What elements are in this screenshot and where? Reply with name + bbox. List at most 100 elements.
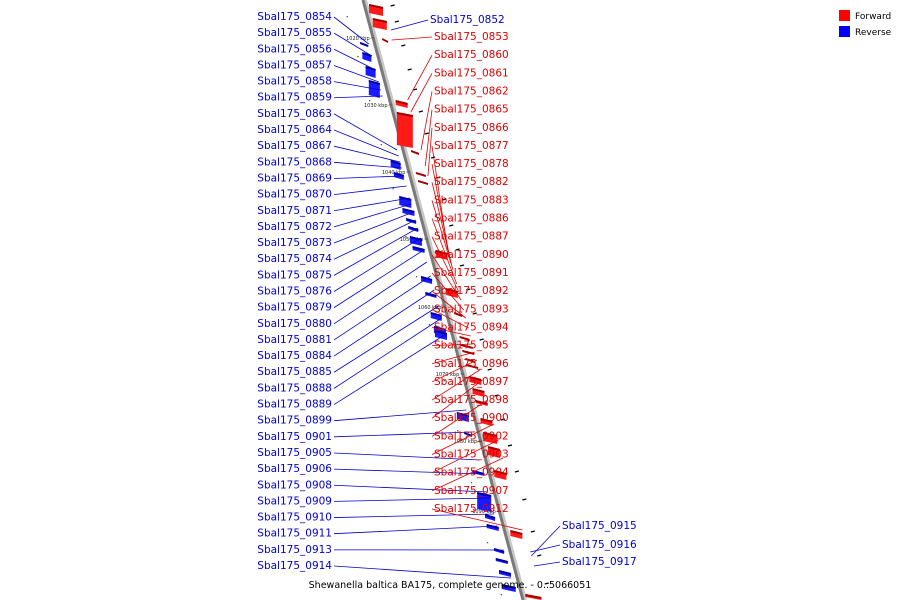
scale-label: 1030 kbp bbox=[364, 103, 388, 109]
leader-line bbox=[333, 431, 473, 438]
gene-label: Sbal175_0855 bbox=[257, 27, 332, 39]
gene-label: Sbal175_0885 bbox=[257, 366, 332, 378]
gene-feature bbox=[494, 470, 507, 480]
gene-label: Sbal175_0916 bbox=[562, 539, 637, 551]
gene-label: Sbal175_0911 bbox=[257, 528, 332, 540]
gene-feature bbox=[477, 492, 492, 512]
gene-label: Sbal175_0912 bbox=[434, 503, 509, 515]
leader-line bbox=[333, 113, 398, 151]
gene-label: Sbal175_0906 bbox=[257, 463, 332, 475]
track-tick bbox=[544, 582, 549, 585]
scale-label: 1040 kbp bbox=[382, 170, 406, 176]
track-tick bbox=[479, 338, 484, 341]
track-tick bbox=[472, 312, 477, 315]
gene-feature bbox=[435, 330, 447, 340]
leader-line bbox=[424, 109, 433, 167]
gene-label: Sbal175_0902 bbox=[434, 430, 509, 442]
gene-label: Sbal175_0888 bbox=[257, 382, 332, 394]
leader-line bbox=[333, 203, 412, 228]
gene-label: Sbal175_0886 bbox=[434, 213, 509, 225]
gene-label: Sbal175_0881 bbox=[257, 334, 332, 346]
gene-label: Sbal175_0873 bbox=[257, 237, 332, 249]
gene-label: Sbal175_0894 bbox=[434, 321, 509, 333]
leader-line bbox=[431, 457, 504, 492]
gene-feature bbox=[362, 52, 372, 62]
track-tick bbox=[494, 394, 499, 397]
gene-feature bbox=[475, 400, 488, 406]
backbone-shadow bbox=[363, 0, 527, 600]
leader-line bbox=[333, 275, 431, 341]
gene-label: Sbal175_0883 bbox=[434, 194, 509, 206]
gene-feature bbox=[418, 180, 428, 185]
leader-line bbox=[420, 91, 433, 151]
track-dot bbox=[405, 236, 407, 238]
leader-line bbox=[431, 399, 488, 437]
gene-label: Sbal175_0913 bbox=[257, 544, 332, 556]
gene-label: Sbal175_0889 bbox=[257, 399, 332, 411]
leader-line bbox=[333, 513, 495, 518]
gene-feature bbox=[412, 246, 425, 253]
leader-line bbox=[431, 254, 462, 301]
leader-line bbox=[427, 127, 433, 177]
gene-feature bbox=[486, 524, 499, 531]
gene-labels: Sbal175_0854 Sbal175_0855 Sbal175_0856 Sbal… bbox=[257, 11, 637, 579]
gene-label: Sbal175_0858 bbox=[257, 76, 332, 88]
gene-label: Sbal175_0865 bbox=[434, 104, 509, 116]
track-tick bbox=[401, 44, 406, 47]
gene-label: Sbal175_0877 bbox=[434, 140, 509, 152]
gene-feature bbox=[510, 530, 523, 539]
track-tick bbox=[394, 20, 400, 23]
track-dot bbox=[486, 542, 489, 544]
gene-label: Sbal175_0897 bbox=[434, 376, 509, 388]
gene-label: Sbal175_0863 bbox=[257, 108, 332, 120]
gene-label: Sbal175_0909 bbox=[257, 495, 332, 507]
leader-line bbox=[431, 359, 478, 383]
gene-label: Sbal175_0896 bbox=[434, 358, 509, 370]
gene-label: Sbal175_0871 bbox=[257, 205, 332, 217]
gene-feature bbox=[402, 208, 415, 216]
gene-feature bbox=[430, 312, 442, 321]
leader-line bbox=[431, 200, 454, 271]
track-dot bbox=[392, 188, 394, 190]
track-dot bbox=[415, 276, 418, 278]
gene-label: Sbal175_0917 bbox=[562, 556, 637, 568]
gene-label: Sbal175_0895 bbox=[434, 340, 509, 352]
gene-label: Sbal175_0868 bbox=[257, 156, 332, 168]
gene-label: Sbal175_0893 bbox=[434, 303, 509, 315]
leader-line bbox=[530, 525, 561, 557]
track-dot bbox=[380, 144, 383, 146]
leader-line bbox=[333, 197, 410, 212]
scale-label: 1080 kbp bbox=[454, 439, 478, 445]
leader-line bbox=[333, 16, 369, 45]
gene-label: Sbal175_0870 bbox=[257, 189, 332, 201]
track-dot bbox=[357, 56, 359, 58]
leader-line bbox=[333, 161, 402, 169]
gene-label: Sbal175_0905 bbox=[257, 447, 332, 459]
track-tick bbox=[449, 224, 454, 227]
leader-line bbox=[333, 317, 443, 389]
reverse-legend-swatch bbox=[839, 26, 850, 37]
gene-label: Sbal175_0872 bbox=[257, 221, 332, 233]
gene-label: Sbal175_0900 bbox=[434, 412, 509, 424]
gene-label: Sbal175_0859 bbox=[257, 92, 332, 104]
leader-line bbox=[333, 95, 383, 99]
track-tick bbox=[487, 368, 492, 371]
gene-label: Sbal175_0878 bbox=[434, 158, 509, 170]
leader-line bbox=[431, 379, 483, 419]
scale-label: 1070 kbp bbox=[436, 372, 460, 378]
gene-label: Sbal175_0856 bbox=[257, 43, 332, 55]
gene-feature bbox=[408, 226, 419, 232]
gene-feature bbox=[360, 42, 369, 47]
gene-label: Sbal175_0862 bbox=[434, 85, 509, 97]
gene-label: Sbal175_0852 bbox=[430, 14, 505, 26]
gene-label: Sbal175_0890 bbox=[434, 249, 509, 261]
leader-line bbox=[431, 327, 471, 337]
gene-label: Sbal175_0892 bbox=[434, 285, 509, 297]
leader-line bbox=[333, 32, 373, 57]
leader-line bbox=[431, 343, 473, 347]
gene-label: Sbal175_0910 bbox=[257, 512, 332, 524]
gene-label: Sbal175_0867 bbox=[257, 140, 332, 152]
track-tick bbox=[424, 132, 429, 135]
track-dot bbox=[443, 380, 445, 382]
track-tick bbox=[390, 4, 395, 7]
